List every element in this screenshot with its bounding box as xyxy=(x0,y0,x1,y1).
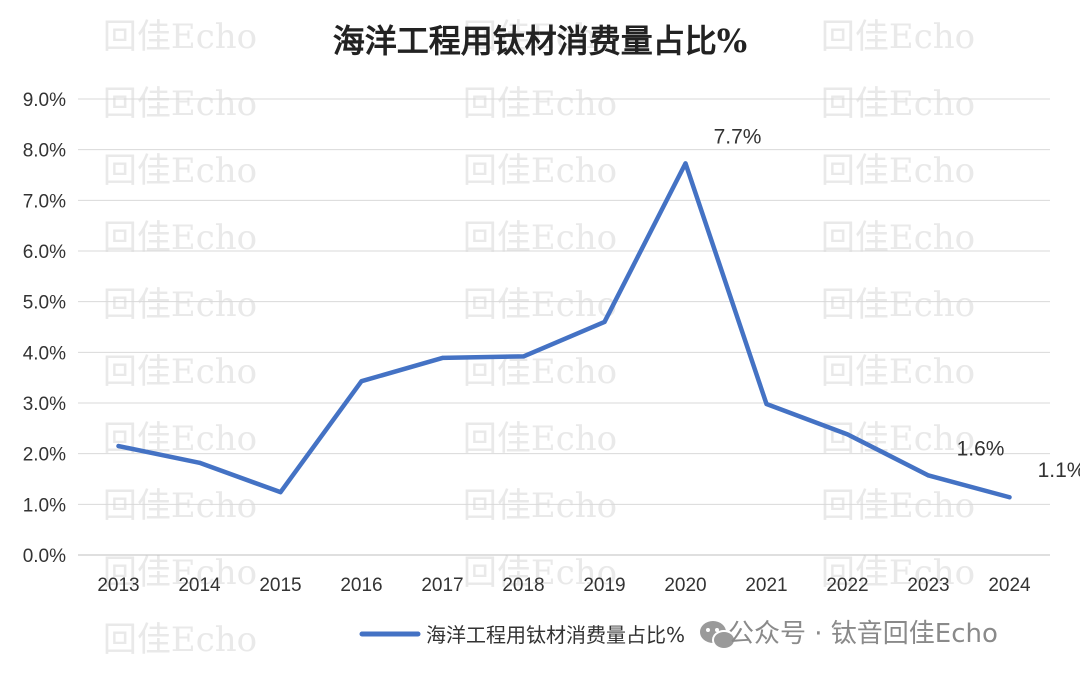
watermark-text: 回佳Echo xyxy=(821,285,975,325)
watermark-text: 回佳Echo xyxy=(103,352,257,392)
watermark-text: 回佳Echo xyxy=(463,218,617,258)
data-point[interactable] xyxy=(359,379,364,384)
y-tick-label: 0.0% xyxy=(23,546,66,567)
x-tick-label: 2015 xyxy=(259,575,301,596)
data-point[interactable] xyxy=(602,319,607,324)
x-tick-label: 2024 xyxy=(988,575,1031,596)
watermark-text: 回佳Echo xyxy=(821,84,975,124)
watermark-text: 回佳Echo xyxy=(103,17,257,57)
legend-label: 海洋工程用钛材消费量占比% xyxy=(426,623,685,647)
data-label: 7.7% xyxy=(714,125,762,148)
x-tick-label: 2016 xyxy=(340,575,382,596)
data-point[interactable] xyxy=(926,473,931,478)
watermark-text: 回佳Echo xyxy=(463,419,617,459)
watermark-text: 回佳Echo xyxy=(103,620,257,660)
watermark-text: 回佳Echo xyxy=(103,285,257,325)
data-point[interactable] xyxy=(278,490,283,495)
watermark-text: 回佳Echo xyxy=(821,553,975,593)
data-point[interactable] xyxy=(521,354,526,359)
watermark-text: 回佳Echo xyxy=(103,553,257,593)
series-layer xyxy=(116,161,1012,500)
gridlines xyxy=(78,98,1050,556)
x-tick-label: 2022 xyxy=(826,575,868,596)
watermark-text: 回佳Echo xyxy=(103,84,257,124)
x-tick-label: 2023 xyxy=(907,575,949,596)
watermark-text: 回佳Echo xyxy=(821,419,975,459)
watermark-text: 回佳Echo xyxy=(103,486,257,526)
data-point[interactable] xyxy=(440,355,445,360)
watermark-text: 回佳Echo xyxy=(463,553,617,593)
x-tick-label: 2014 xyxy=(178,575,221,596)
watermark-text: 回佳Echo xyxy=(463,84,617,124)
x-tick-label: 2018 xyxy=(502,575,544,596)
data-point[interactable] xyxy=(764,402,769,407)
chart-title: 海洋工程用钛材消费量占比% xyxy=(333,22,747,60)
watermark-text: 回佳Echo xyxy=(463,17,617,57)
watermark-text: 回佳Echo xyxy=(463,486,617,526)
data-point[interactable] xyxy=(683,161,688,166)
data-point[interactable] xyxy=(1007,495,1012,500)
watermark-text: 回佳Echo xyxy=(463,151,617,191)
watermark-text: 回佳Echo xyxy=(103,151,257,191)
y-tick-label: 8.0% xyxy=(23,141,66,162)
legend[interactable]: 海洋工程用钛材消费量占比% xyxy=(359,623,685,647)
y-tick-label: 4.0% xyxy=(23,343,66,364)
x-tick-label: 2019 xyxy=(583,575,625,596)
watermark-text: 回佳Echo xyxy=(103,218,257,258)
y-tick-label: 9.0% xyxy=(23,90,66,111)
x-tick-label: 2017 xyxy=(421,575,463,596)
watermark-text: 回佳Echo xyxy=(463,285,617,325)
footer-watermark-text: 公众号 · 钛音回佳Echo xyxy=(728,619,998,649)
watermark-text: 回佳Echo xyxy=(103,419,257,459)
data-point[interactable] xyxy=(116,444,121,449)
x-tick-label: 2020 xyxy=(664,575,706,596)
y-tick-label: 1.0% xyxy=(23,495,66,516)
y-tick-label: 5.0% xyxy=(23,293,66,314)
data-label: 1.6% xyxy=(957,437,1005,460)
y-tick-label: 6.0% xyxy=(23,242,66,263)
watermark-layer: 回佳Echo 回佳Echo 回佳Echo 回佳Echo 回佳Echo 回佳Echo 回佳Ec… xyxy=(103,17,975,660)
series-line[interactable] xyxy=(116,161,1012,500)
x-tick-label: 2013 xyxy=(97,575,139,596)
watermark-text: 回佳Echo xyxy=(821,218,975,258)
data-point[interactable] xyxy=(845,432,850,437)
watermark-text: 回佳Echo xyxy=(821,486,975,526)
watermark-text: 回佳Echo xyxy=(821,352,975,392)
data-labels: 7.7% 1.6% 1.1% xyxy=(714,125,1080,482)
data-point[interactable] xyxy=(197,460,202,465)
wechat-icon xyxy=(700,621,736,650)
watermark-text: 回佳Echo xyxy=(821,151,975,191)
x-tick-label: 2021 xyxy=(745,575,787,596)
y-tick-label: 2.0% xyxy=(23,445,66,466)
data-label: 1.1% xyxy=(1038,459,1080,482)
y-axis-ticks: 0.0% 1.0% 2.0% 3.0% 4.0% 5.0% 6.0% 7.0% 8.0% 9.0% xyxy=(23,90,66,567)
y-tick-label: 7.0% xyxy=(23,191,66,212)
watermark-text: 回佳Echo xyxy=(821,17,975,57)
y-tick-label: 3.0% xyxy=(23,394,66,415)
x-axis-ticks: 2013 2014 2015 2016 2017 2018 2019 2020 2021 2022… xyxy=(97,575,1031,596)
footer-watermark: 公众号 · 钛音回佳Echo xyxy=(700,619,998,650)
